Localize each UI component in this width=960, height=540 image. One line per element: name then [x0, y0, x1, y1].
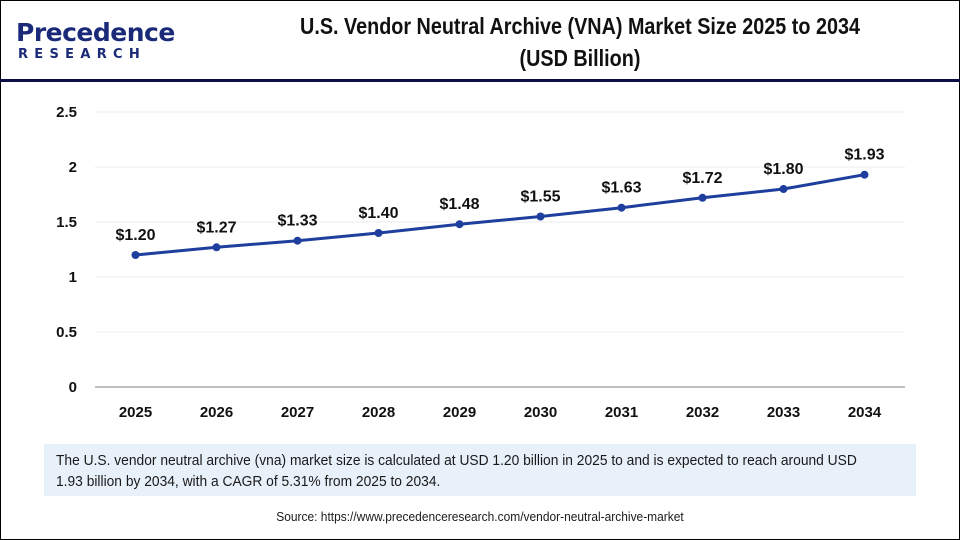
data-label: $1.80: [763, 161, 803, 178]
logo-subtitle: RESEARCH: [18, 47, 147, 62]
x-tick-label: 2032: [686, 404, 719, 421]
data-point: [860, 170, 869, 179]
x-tick-label: 2025: [119, 404, 152, 421]
data-point: [536, 212, 545, 221]
data-label: $1.48: [439, 196, 479, 213]
x-tick-label: 2030: [524, 404, 557, 421]
y-tick-label: 2: [69, 159, 77, 176]
data-label: $1.40: [358, 205, 398, 222]
gridlines: [95, 111, 905, 388]
data-labels: $1.20 $1.27 $1.33 $1.40 $1.48 $1.55 $1.63 $1.72…: [115, 147, 884, 244]
x-tick-label: 2026: [200, 404, 233, 421]
data-point: [455, 220, 464, 229]
chart-title: U.S. Vendor Neutral Archive (VNA) Market…: [253, 10, 907, 74]
header: Precedence RESEARCH U.S. Vendor Neutral …: [0, 0, 960, 80]
data-point: [212, 243, 221, 252]
series-line: [134, 173, 866, 257]
y-tick-label: 0.5: [56, 324, 77, 341]
data-label: $1.55: [520, 189, 560, 206]
x-tick-label: 2029: [443, 404, 476, 421]
line-chart: 0 0.5 1 1.5 2 2.5 2025 2026 2027 2028 2029 2030 203…: [56, 104, 905, 421]
data-label: $1.63: [601, 180, 641, 197]
summary-text: The U.S. vendor neutral archive (vna) ma…: [56, 452, 857, 490]
data-point: [374, 229, 383, 237]
y-axis-ticks: 0 0.5 1 1.5 2 2.5: [56, 104, 77, 396]
y-tick-label: 2.5: [56, 104, 77, 121]
data-point: [293, 236, 302, 245]
data-label: $1.72: [682, 170, 722, 187]
x-tick-label: 2027: [281, 404, 314, 421]
y-tick-label: 1: [69, 269, 77, 286]
logo-wordmark: Precedence: [16, 18, 175, 47]
y-tick-label: 1.5: [56, 214, 77, 231]
x-tick-label: 2031: [605, 404, 638, 421]
logo: Precedence RESEARCH: [16, 18, 175, 68]
chart-title-line2: (USD Billion): [519, 45, 641, 71]
data-label: $1.93: [844, 147, 884, 164]
header-divider: [0, 79, 960, 82]
data-points: [131, 170, 869, 259]
x-tick-label: 2033: [767, 404, 800, 421]
data-point: [131, 251, 140, 259]
source-citation: Source: https://www.precedenceresearch.c…: [276, 509, 684, 524]
data-point: [617, 203, 626, 212]
data-label: $1.27: [196, 219, 236, 236]
data-point: [698, 193, 707, 202]
summary-box: The U.S. vendor neutral archive (vna) ma…: [44, 444, 916, 496]
x-tick-label: 2028: [362, 404, 395, 421]
x-tick-label: 2034: [848, 404, 882, 421]
data-label: $1.33: [277, 213, 317, 230]
x-axis-ticks: 2025 2026 2027 2028 2029 2030 2031 2032 2033 2034: [119, 404, 882, 421]
y-tick-label: 0: [69, 379, 77, 396]
series-line-path: [134, 173, 866, 257]
data-label: $1.20: [115, 227, 155, 244]
chart-title-line1: U.S. Vendor Neutral Archive (VNA) Market…: [300, 13, 860, 39]
data-point: [779, 185, 788, 193]
